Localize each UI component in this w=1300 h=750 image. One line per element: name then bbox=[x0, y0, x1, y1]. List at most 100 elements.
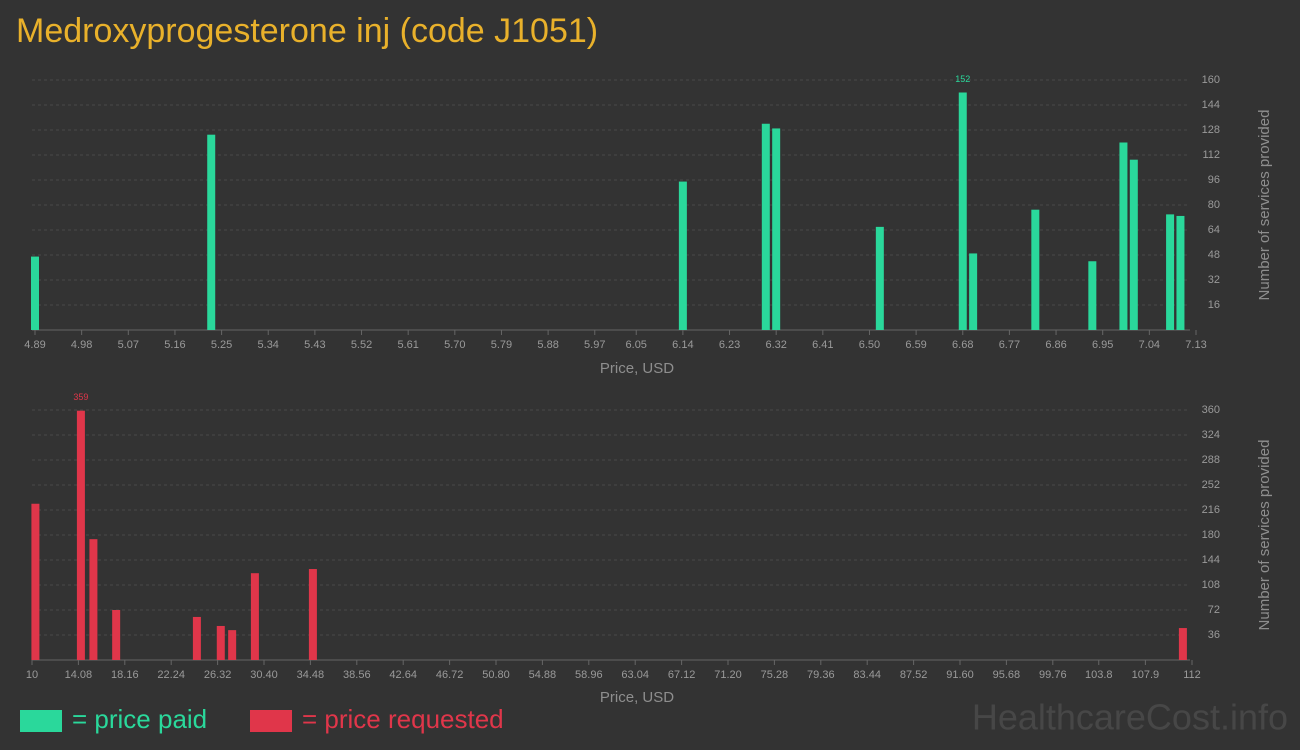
x-tick-label: 5.07 bbox=[118, 339, 139, 351]
x-tick-label: 6.86 bbox=[1045, 339, 1066, 351]
x-tick-label: 5.25 bbox=[211, 339, 232, 351]
x-tick-label: 6.68 bbox=[952, 339, 973, 351]
y-tick-label: 252 bbox=[1202, 479, 1220, 491]
x-tick-label: 63.04 bbox=[621, 669, 649, 681]
y-tick-label: 16 bbox=[1208, 299, 1220, 311]
x-tick-label: 4.89 bbox=[24, 339, 45, 351]
bar bbox=[1088, 261, 1097, 330]
x-tick-label: 79.36 bbox=[807, 669, 835, 681]
x-tick-label: 58.96 bbox=[575, 669, 603, 681]
value-label: 152 bbox=[955, 74, 970, 84]
x-tick-label: 6.59 bbox=[905, 339, 926, 351]
x-tick-label: 6.50 bbox=[859, 339, 880, 351]
x-tick-label: 5.88 bbox=[537, 339, 558, 351]
x-tick-label: 87.52 bbox=[900, 669, 928, 681]
bar bbox=[1119, 142, 1128, 330]
x-tick-label: 5.70 bbox=[444, 339, 465, 351]
watermark: HealthcareCost.info bbox=[972, 697, 1288, 738]
legend-swatch bbox=[20, 710, 62, 732]
y-tick-label: 144 bbox=[1202, 554, 1220, 566]
x-tick-label: 6.41 bbox=[812, 339, 833, 351]
bar bbox=[1166, 214, 1175, 330]
x-axis-label: Price, USD bbox=[600, 360, 674, 377]
x-tick-label: 26.32 bbox=[204, 669, 232, 681]
bar bbox=[250, 573, 259, 660]
y-tick-label: 108 bbox=[1202, 579, 1220, 591]
bar bbox=[31, 256, 39, 330]
bar bbox=[958, 92, 967, 330]
y-axis-label: Number of services provided bbox=[1256, 440, 1273, 631]
x-tick-label: 83.44 bbox=[853, 669, 881, 681]
y-tick-label: 128 bbox=[1202, 124, 1220, 136]
bar bbox=[112, 610, 121, 660]
y-tick-label: 288 bbox=[1202, 454, 1220, 466]
x-tick-label: 5.52 bbox=[351, 339, 372, 351]
x-tick-label: 14.08 bbox=[65, 669, 93, 681]
x-tick-label: 5.34 bbox=[258, 339, 279, 351]
y-tick-label: 160 bbox=[1202, 74, 1220, 86]
x-tick-label: 5.16 bbox=[164, 339, 185, 351]
x-tick-label: 54.88 bbox=[529, 669, 557, 681]
x-tick-label: 50.80 bbox=[482, 669, 510, 681]
x-tick-label: 91.60 bbox=[946, 669, 974, 681]
x-tick-label: 6.32 bbox=[765, 339, 786, 351]
x-tick-label: 99.76 bbox=[1039, 669, 1067, 681]
y-tick-label: 64 bbox=[1208, 224, 1220, 236]
y-tick-label: 360 bbox=[1202, 404, 1220, 416]
bar bbox=[192, 616, 201, 660]
x-tick-label: 18.16 bbox=[111, 669, 139, 681]
y-tick-label: 96 bbox=[1208, 174, 1220, 186]
bar bbox=[216, 625, 225, 660]
x-tick-label: 5.43 bbox=[304, 339, 325, 351]
y-tick-label: 80 bbox=[1208, 199, 1220, 211]
y-tick-label: 32 bbox=[1208, 274, 1220, 286]
bar bbox=[875, 226, 884, 330]
x-tick-label: 107.9 bbox=[1132, 669, 1160, 681]
bar bbox=[761, 123, 770, 330]
bar bbox=[31, 503, 40, 660]
y-tick-label: 112 bbox=[1202, 149, 1220, 161]
x-tick-label: 5.61 bbox=[397, 339, 418, 351]
x-axis-label: Price, USD bbox=[600, 689, 674, 706]
x-tick-label: 5.79 bbox=[491, 339, 512, 351]
y-axis-label: Number of services provided bbox=[1256, 110, 1273, 301]
x-tick-label: 6.77 bbox=[999, 339, 1020, 351]
chart-title: Medroxyprogesterone inj (code J1051) bbox=[16, 12, 598, 50]
legend-label: = price paid bbox=[72, 704, 207, 734]
x-tick-label: 112 bbox=[1183, 669, 1201, 681]
bar bbox=[1176, 215, 1185, 330]
y-tick-label: 180 bbox=[1202, 529, 1220, 541]
x-tick-label: 75.28 bbox=[761, 669, 789, 681]
bar bbox=[1031, 209, 1040, 330]
legend-swatch bbox=[250, 710, 292, 732]
x-tick-label: 6.95 bbox=[1092, 339, 1113, 351]
x-tick-label: 5.97 bbox=[584, 339, 605, 351]
x-tick-label: 6.05 bbox=[626, 339, 647, 351]
y-tick-label: 324 bbox=[1202, 429, 1220, 441]
bar bbox=[1129, 159, 1138, 330]
x-tick-label: 30.40 bbox=[250, 669, 278, 681]
bar bbox=[308, 569, 317, 660]
x-tick-label: 38.56 bbox=[343, 669, 371, 681]
x-tick-label: 95.68 bbox=[993, 669, 1021, 681]
bar bbox=[207, 134, 216, 330]
bar bbox=[969, 253, 978, 330]
x-tick-label: 7.04 bbox=[1139, 339, 1160, 351]
bar bbox=[228, 630, 237, 660]
x-tick-label: 6.14 bbox=[672, 339, 693, 351]
x-tick-label: 67.12 bbox=[668, 669, 696, 681]
value-label: 359 bbox=[73, 392, 88, 402]
bar bbox=[772, 128, 781, 330]
bar bbox=[1178, 628, 1187, 660]
x-tick-label: 46.72 bbox=[436, 669, 464, 681]
x-tick-label: 4.98 bbox=[71, 339, 92, 351]
x-tick-label: 7.13 bbox=[1185, 339, 1206, 351]
x-tick-label: 103.8 bbox=[1085, 669, 1113, 681]
y-tick-label: 144 bbox=[1202, 99, 1220, 111]
y-tick-label: 48 bbox=[1208, 249, 1220, 261]
x-tick-label: 22.24 bbox=[157, 669, 185, 681]
x-tick-label: 71.20 bbox=[714, 669, 742, 681]
bar bbox=[89, 539, 98, 660]
